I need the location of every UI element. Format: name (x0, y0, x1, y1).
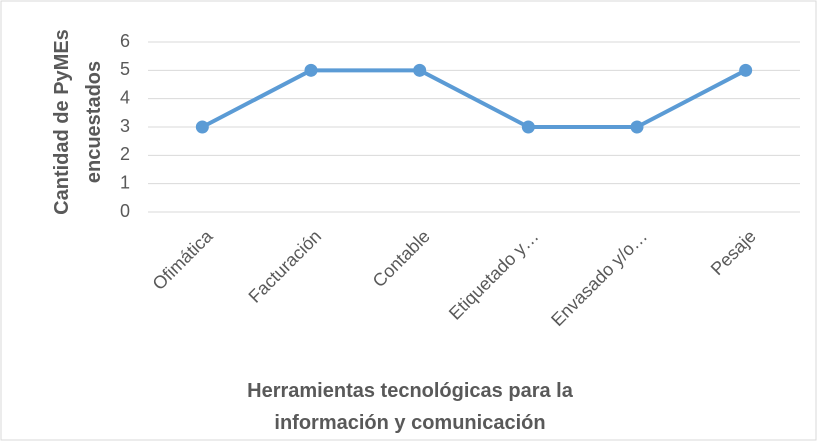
y-tick-label: 0 (120, 201, 130, 221)
marker (413, 63, 427, 77)
y-tick-label: 2 (120, 144, 130, 164)
x-tick-label: Contable (369, 226, 434, 291)
x-tick-label: Envasado y/o… (547, 226, 651, 330)
x-tick-label: Facturación (245, 226, 326, 307)
y-tick-label: 6 (120, 31, 130, 51)
marker (304, 63, 318, 77)
marker (521, 120, 535, 134)
y-tick-label: 3 (120, 116, 130, 136)
x-axis-title: Herramientas tecnológicas para la inform… (247, 380, 573, 434)
x-tick-label: Pesaje (707, 226, 760, 279)
y-tick-label: 4 (120, 87, 130, 107)
x-tick-label: Etiquetado y… (445, 226, 543, 324)
marker (195, 120, 209, 134)
line (201, 68, 747, 129)
marker (739, 63, 753, 77)
y-tick-label: 1 (120, 172, 130, 192)
x-tick-label: Ofimática (149, 225, 218, 294)
marker (630, 120, 644, 134)
y-axis-title: Cantidad de PyMEs encuestados (51, 29, 105, 215)
y-tick-label: 5 (120, 59, 130, 79)
